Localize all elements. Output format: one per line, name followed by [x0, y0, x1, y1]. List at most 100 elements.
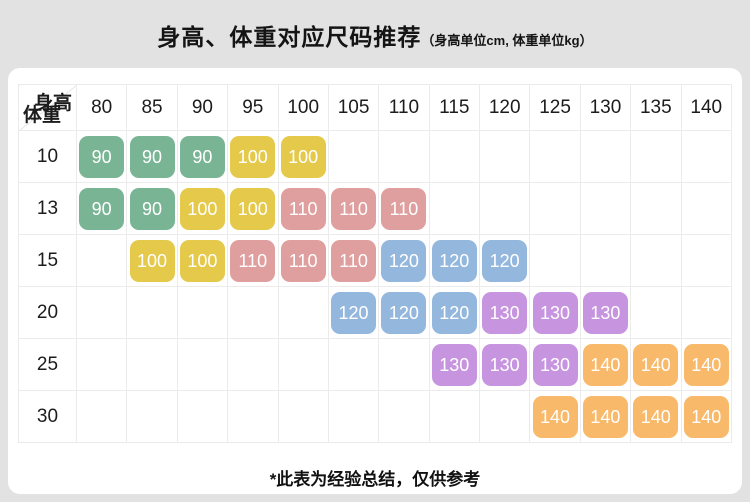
height-header-cell: 110 [378, 84, 430, 131]
size-cell [75, 390, 128, 443]
size-cell [378, 390, 430, 443]
size-cell [478, 390, 531, 443]
size-cell [126, 286, 178, 339]
size-chip: 100 [280, 135, 326, 178]
size-chip: 90 [79, 187, 125, 230]
size-cell [529, 234, 581, 287]
size-cell: 120 [428, 286, 481, 339]
size-table: 身高 体重 80 85 90 95 100 105 110 115 120 125 130 135 140 1… [18, 84, 732, 443]
height-header-cell: 120 [478, 84, 531, 131]
size-cell: 90 [126, 130, 178, 183]
title-main: 身高、体重对应尺码推荐 [157, 24, 422, 50]
size-cell: 130 [478, 338, 531, 391]
height-header-cell: 135 [630, 84, 682, 131]
size-cell: 110 [277, 234, 329, 287]
size-cell: 110 [277, 182, 329, 235]
size-cell [630, 182, 682, 235]
size-cell [579, 182, 632, 235]
size-cell: 110 [378, 182, 430, 235]
size-cell: 100 [227, 130, 279, 183]
size-cell: 140 [579, 338, 632, 391]
title-subtitle: （身高单位cm, 体重单位kg） [421, 33, 593, 48]
size-cell: 140 [680, 338, 732, 391]
size-cell [126, 390, 178, 443]
size-chip: 120 [381, 239, 427, 282]
size-cell: 130 [529, 286, 581, 339]
size-cell [126, 338, 178, 391]
weight-header-cell: 20 [18, 286, 77, 339]
size-chip: 130 [532, 291, 578, 334]
size-cell: 140 [630, 390, 682, 443]
size-cell: 120 [378, 234, 430, 287]
size-cell [680, 234, 732, 287]
table-row: 10 90 90 90 100 100 [18, 130, 732, 183]
size-cell: 90 [126, 182, 178, 235]
size-chip: 100 [179, 239, 225, 282]
size-chip: 130 [532, 343, 578, 386]
size-cell: 130 [579, 286, 632, 339]
size-cell: 100 [277, 130, 329, 183]
corner-cell: 身高 体重 [18, 84, 77, 131]
size-cell: 90 [176, 130, 229, 183]
size-chip: 130 [482, 343, 528, 386]
height-header-cell: 90 [176, 84, 229, 131]
size-chip: 90 [179, 135, 225, 178]
height-header-cell: 80 [75, 84, 128, 131]
size-cell [75, 234, 128, 287]
height-header-cell: 130 [579, 84, 632, 131]
size-cell [478, 182, 531, 235]
size-cell [277, 286, 329, 339]
size-cell [277, 390, 329, 443]
size-chip: 100 [230, 135, 276, 178]
height-header-cell: 95 [227, 84, 279, 131]
size-cell [680, 182, 732, 235]
height-header-cell: 140 [680, 84, 732, 131]
size-chip: 110 [280, 239, 326, 282]
weight-header-cell: 30 [18, 390, 77, 443]
size-chip: 100 [230, 187, 276, 230]
size-cell [579, 130, 632, 183]
size-chip: 140 [683, 343, 729, 386]
table-row: 15 100 100 110 110 110 120 120 120 [18, 234, 732, 287]
size-cell [227, 338, 279, 391]
size-cell [227, 286, 279, 339]
size-cell [327, 338, 380, 391]
size-chip: 110 [381, 187, 427, 230]
height-header-cell: 105 [327, 84, 380, 131]
size-cell: 120 [327, 286, 380, 339]
size-cell [176, 338, 229, 391]
size-cell [630, 286, 682, 339]
size-cell [630, 234, 682, 287]
size-chart-card: 身高 体重 80 85 90 95 100 105 110 115 120 125 130 135 140 1… [8, 68, 742, 494]
size-cell: 120 [478, 234, 531, 287]
size-cell: 140 [680, 390, 732, 443]
height-header-cell: 125 [529, 84, 581, 131]
size-cell [227, 390, 279, 443]
size-cell: 140 [529, 390, 581, 443]
size-cell [75, 286, 128, 339]
table-row: 30 140 140 140 140 [18, 390, 732, 443]
size-cell [579, 234, 632, 287]
size-chip: 120 [381, 291, 427, 334]
height-header-cell: 115 [428, 84, 481, 131]
size-chip: 140 [683, 395, 729, 438]
size-chip: 90 [129, 135, 175, 178]
size-cell: 110 [327, 234, 380, 287]
size-cell [428, 182, 481, 235]
weight-header-cell: 15 [18, 234, 77, 287]
size-chip: 100 [129, 239, 175, 282]
size-chip: 110 [331, 187, 377, 230]
size-cell [277, 338, 329, 391]
size-chip: 120 [482, 239, 528, 282]
size-cell: 100 [176, 234, 229, 287]
size-cell [327, 390, 380, 443]
size-cell [75, 338, 128, 391]
corner-label-weight: 体重 [23, 105, 62, 126]
table-row: 25 130 130 130 140 140 140 [18, 338, 732, 391]
size-cell [378, 130, 430, 183]
size-chip: 140 [633, 343, 679, 386]
size-chip: 110 [280, 187, 326, 230]
footnote: *此表为经验总结，仅供参考 [269, 470, 481, 489]
size-cell: 100 [227, 182, 279, 235]
weight-header-cell: 10 [18, 130, 77, 183]
